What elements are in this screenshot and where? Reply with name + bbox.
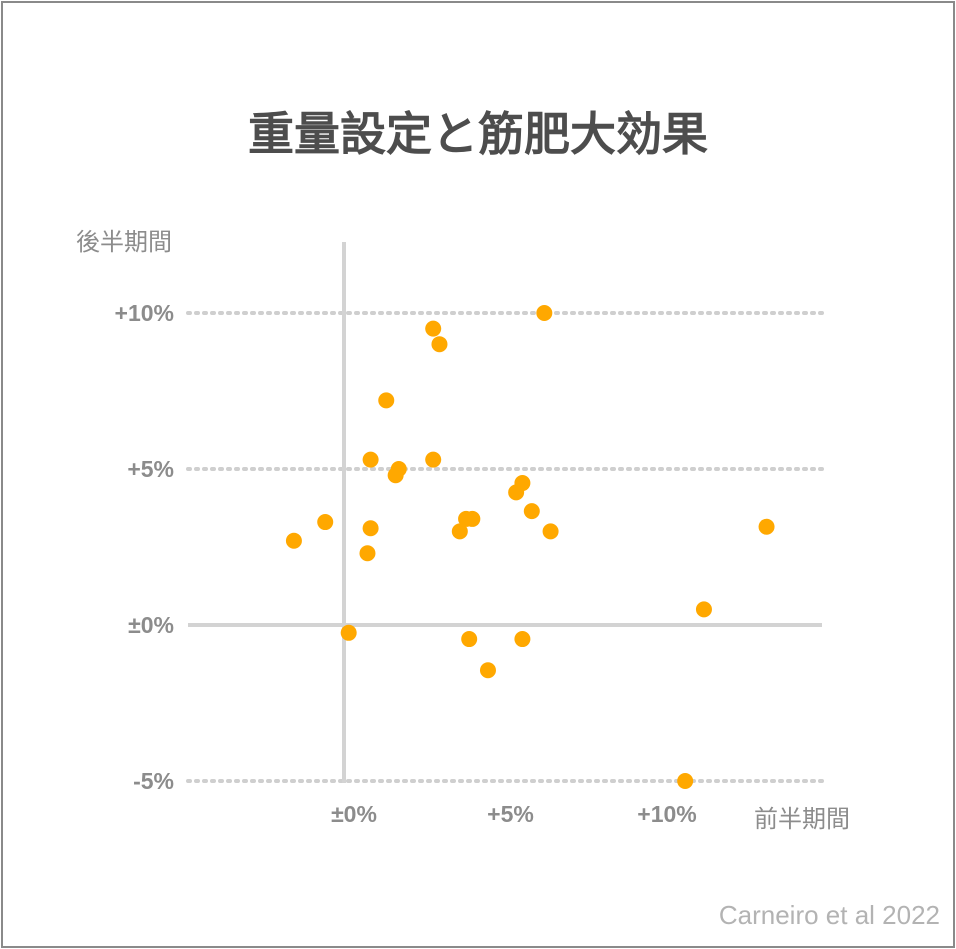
gridlines	[186, 242, 824, 783]
data-point	[390, 461, 407, 477]
data-point	[451, 523, 468, 540]
data-point	[378, 392, 395, 409]
data-point	[285, 532, 302, 549]
y-tick-label: -5%	[133, 768, 174, 794]
y-axis-title: 後半期間	[76, 228, 172, 256]
data-point	[514, 631, 531, 648]
data-point	[362, 451, 379, 468]
x-axis-title: 前半期間	[754, 805, 850, 833]
data-point	[461, 631, 478, 648]
data-point	[677, 773, 694, 789]
data-point	[425, 451, 442, 468]
data-point	[479, 662, 496, 679]
data-point	[542, 523, 559, 540]
tick-labels: -5% ±0% +5% +10% ±0% +5% +10%	[115, 300, 697, 827]
data-point	[758, 518, 775, 535]
data-point	[523, 503, 540, 520]
data-point	[514, 475, 531, 492]
data-point	[425, 320, 442, 337]
data-point	[431, 336, 448, 353]
data-point	[362, 520, 379, 537]
source-credit: Carneiro et al 2022	[719, 900, 940, 930]
y-tick-label: ±0%	[128, 612, 174, 638]
data-points	[285, 305, 775, 789]
y-tick-label: +5%	[127, 456, 174, 482]
data-point	[695, 601, 712, 618]
x-tick-label: +10%	[637, 801, 696, 827]
x-tick-label: ±0%	[331, 801, 377, 827]
chart-title: 重量設定と筋肥大効果	[248, 107, 708, 161]
data-point	[359, 545, 376, 562]
data-point	[464, 510, 481, 527]
y-tick-label: +10%	[115, 300, 174, 326]
data-point	[536, 305, 553, 321]
data-point	[340, 624, 357, 641]
data-point	[317, 514, 334, 531]
x-tick-label: +5%	[487, 801, 534, 827]
